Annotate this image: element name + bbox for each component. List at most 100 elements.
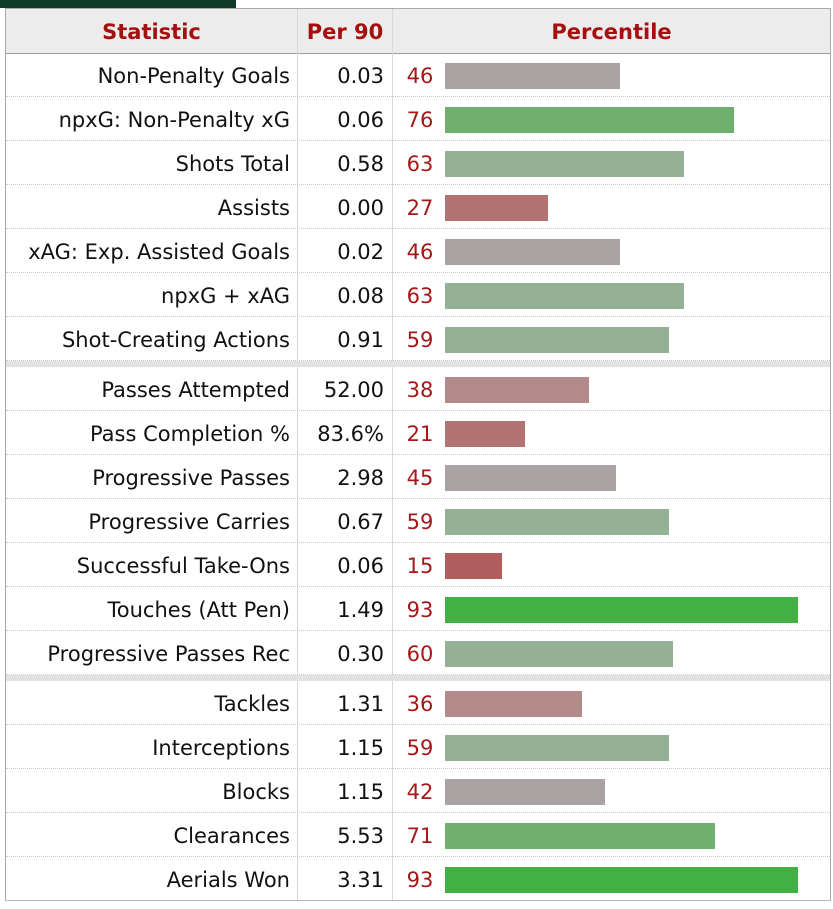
statistic-label[interactable]: Non-Penalty Goals — [97, 64, 290, 88]
table-row: npxG: Non-Penalty xG 0.06 76 — [6, 97, 830, 141]
table-row: Progressive Passes 2.98 45 — [6, 455, 830, 499]
table-row: Successful Take-Ons 0.06 15 — [6, 543, 830, 587]
percentile-bar — [445, 107, 734, 133]
table-header: Statistic Per 90 Percentile — [6, 9, 830, 54]
group-separator — [6, 361, 830, 367]
statistic-label[interactable]: Passes Attempted — [101, 378, 290, 402]
per90-value: 0.02 — [337, 240, 384, 264]
percentile-bar — [445, 735, 669, 761]
table-row: Pass Completion % 83.6% 21 — [6, 411, 830, 455]
percentile-bar — [445, 421, 525, 447]
percentile-value: 63 — [406, 284, 434, 308]
per90-value: 1.15 — [337, 736, 384, 760]
table-row: npxG + xAG 0.08 63 — [6, 273, 830, 317]
per90-value: 0.30 — [337, 642, 384, 666]
statistic-label[interactable]: npxG + xAG — [161, 284, 290, 308]
percentile-value: 45 — [406, 466, 434, 490]
per90-value: 1.49 — [337, 598, 384, 622]
header-percentile[interactable]: Percentile — [551, 20, 672, 44]
table-row: Assists 0.00 27 — [6, 185, 830, 229]
statistic-label[interactable]: xAG: Exp. Assisted Goals — [28, 240, 290, 264]
statistic-label[interactable]: Progressive Passes — [92, 466, 290, 490]
table-row: Progressive Carries 0.67 59 — [6, 499, 830, 543]
statistic-label[interactable]: Shots Total — [175, 152, 290, 176]
header-per90[interactable]: Per 90 — [306, 20, 384, 44]
header-statistic[interactable]: Statistic — [102, 20, 201, 44]
percentile-value: 27 — [406, 196, 434, 220]
percentile-bar — [445, 151, 684, 177]
percentile-value: 93 — [406, 868, 434, 892]
statistic-label[interactable]: Tackles — [214, 692, 290, 716]
table-row: Shot-Creating Actions 0.91 59 — [6, 317, 830, 361]
per90-value: 0.08 — [337, 284, 384, 308]
table-row: Passes Attempted 52.00 38 — [6, 367, 830, 411]
percentile-value: 46 — [406, 240, 434, 264]
percentile-value: 46 — [406, 64, 434, 88]
percentile-value: 93 — [406, 598, 434, 622]
percentile-value: 42 — [406, 780, 434, 804]
percentile-bar — [445, 823, 715, 849]
percentile-value: 59 — [406, 510, 434, 534]
statistic-label[interactable]: Progressive Carries — [88, 510, 290, 534]
percentile-bar — [445, 641, 673, 667]
per90-value: 52.00 — [323, 378, 384, 402]
percentile-bar — [445, 327, 669, 353]
per90-value: 0.03 — [337, 64, 384, 88]
percentile-bar — [445, 553, 502, 579]
per90-value: 1.31 — [337, 692, 384, 716]
percentile-bar — [445, 509, 669, 535]
percentile-bar — [445, 779, 605, 805]
percentile-bar — [445, 377, 589, 403]
percentile-bar — [445, 465, 616, 491]
percentile-value: 76 — [406, 108, 434, 132]
table-row: Non-Penalty Goals 0.03 46 — [6, 53, 830, 97]
percentile-bar — [445, 867, 798, 893]
percentile-table: Statistic Per 90 Percentile Non-Penalty … — [5, 8, 831, 901]
per90-value: 5.53 — [337, 824, 384, 848]
table-row: Tackles 1.31 36 — [6, 681, 830, 725]
percentile-bar — [445, 691, 582, 717]
percentile-value: 59 — [406, 736, 434, 760]
table-row: Blocks 1.15 42 — [6, 769, 830, 813]
statistic-label[interactable]: Progressive Passes Rec — [47, 642, 290, 666]
table-row: Progressive Passes Rec 0.30 60 — [6, 631, 830, 675]
table-row: Interceptions 1.15 59 — [6, 725, 830, 769]
percentile-value: 21 — [406, 422, 434, 446]
statistic-label[interactable]: Interceptions — [152, 736, 290, 760]
group-separator — [6, 675, 830, 681]
per90-value: 1.15 — [337, 780, 384, 804]
per90-value: 0.06 — [337, 554, 384, 578]
table-row: Touches (Att Pen) 1.49 93 — [6, 587, 830, 631]
statistic-label[interactable]: Clearances — [173, 824, 290, 848]
percentile-value: 36 — [406, 692, 434, 716]
statistic-label[interactable]: Successful Take-Ons — [76, 554, 290, 578]
per90-value: 3.31 — [337, 868, 384, 892]
active-tab-indicator — [0, 0, 236, 8]
per90-value: 0.91 — [337, 328, 384, 352]
percentile-value: 15 — [406, 554, 434, 578]
percentile-value: 71 — [406, 824, 434, 848]
statistic-label[interactable]: Assists — [217, 196, 290, 220]
statistic-label[interactable]: Touches (Att Pen) — [107, 598, 290, 622]
percentile-value: 38 — [406, 378, 434, 402]
percentile-bar — [445, 283, 684, 309]
percentile-bar — [445, 195, 548, 221]
percentile-bar — [445, 63, 620, 89]
percentile-value: 63 — [406, 152, 434, 176]
statistic-label[interactable]: Pass Completion % — [89, 422, 290, 446]
percentile-bar — [445, 597, 798, 623]
table-row: Clearances 5.53 71 — [6, 813, 830, 857]
per90-value: 0.06 — [337, 108, 384, 132]
per90-value: 83.6% — [317, 422, 384, 446]
table-row: Aerials Won 3.31 93 — [6, 857, 830, 901]
table-row: xAG: Exp. Assisted Goals 0.02 46 — [6, 229, 830, 273]
per90-value: 2.98 — [337, 466, 384, 490]
statistic-label[interactable]: Blocks — [222, 780, 290, 804]
statistic-label[interactable]: Aerials Won — [166, 868, 290, 892]
statistic-label[interactable]: Shot-Creating Actions — [61, 328, 290, 352]
percentile-value: 60 — [406, 642, 434, 666]
per90-value: 0.00 — [337, 196, 384, 220]
statistic-label[interactable]: npxG: Non-Penalty xG — [58, 108, 290, 132]
per90-value: 0.58 — [337, 152, 384, 176]
per90-value: 0.67 — [337, 510, 384, 534]
